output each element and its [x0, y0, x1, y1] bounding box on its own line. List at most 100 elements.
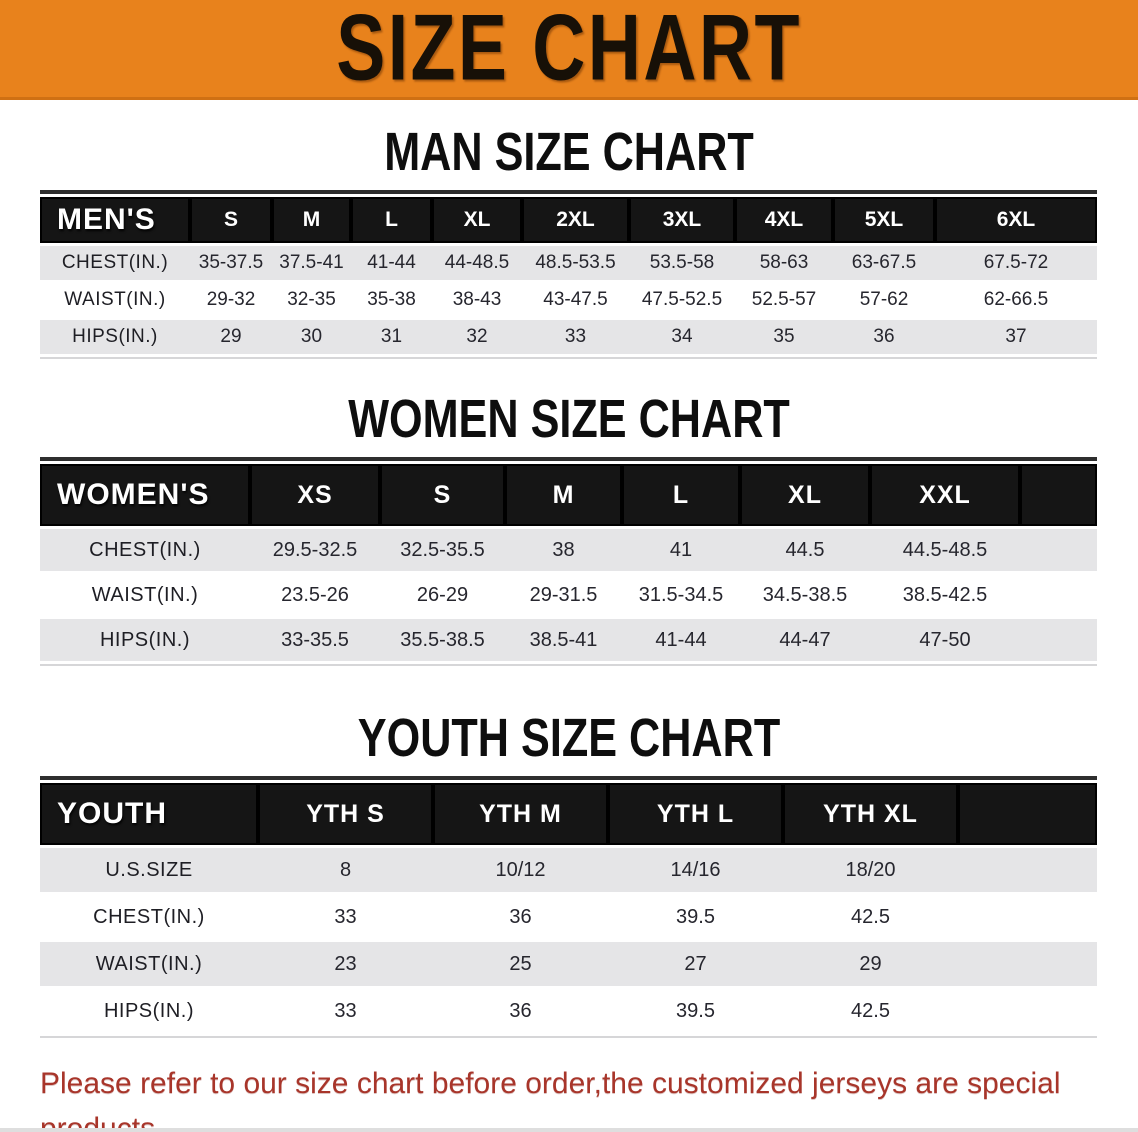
womens-size-table: WOMEN'S XS S M L XL XXL CHEST(IN.) 29.5-32.5 32.… — [40, 457, 1097, 666]
row-label: WAIST(IN.) — [40, 942, 258, 986]
row-label: HIPS(IN.) — [40, 989, 258, 1033]
size-column-header: 2XL — [522, 197, 629, 243]
size-column-header: YTH XL — [783, 783, 958, 845]
size-row: CHEST(IN.) 33 36 39.5 42.5 — [40, 895, 1097, 939]
size-value: 58-63 — [735, 246, 833, 280]
spacer-cell — [1020, 619, 1097, 661]
size-value: 29 — [190, 320, 272, 354]
women-section-heading: WOMEN SIZE CHART — [348, 389, 790, 449]
size-value: 44-47 — [740, 619, 870, 661]
size-value: 29-32 — [190, 283, 272, 317]
size-value: 35-37.5 — [190, 246, 272, 280]
size-value: 29.5-32.5 — [250, 529, 380, 571]
size-value: 47.5-52.5 — [629, 283, 735, 317]
size-value: 38-43 — [432, 283, 522, 317]
size-value: 31.5-34.5 — [622, 574, 740, 616]
size-column-header: XL — [740, 464, 870, 526]
size-value: 34 — [629, 320, 735, 354]
size-value: 14/16 — [608, 848, 783, 892]
size-value: 34.5-38.5 — [740, 574, 870, 616]
disclaimer-line-1: Please refer to our size chart before or… — [40, 1067, 1061, 1132]
size-value: 35 — [735, 320, 833, 354]
size-value: 10/12 — [433, 848, 608, 892]
size-value: 52.5-57 — [735, 283, 833, 317]
size-value: 41-44 — [351, 246, 432, 280]
spacer-cell — [958, 848, 1097, 892]
size-column-header: S — [380, 464, 505, 526]
size-column-header: XS — [250, 464, 380, 526]
size-value: 47-50 — [870, 619, 1020, 661]
size-value: 29-31.5 — [505, 574, 622, 616]
size-value: 42.5 — [783, 989, 958, 1033]
youth-size-table: YOUTH YTH S YTH M YTH L YTH XL U.S.SIZE 8 10/1… — [40, 776, 1097, 1038]
youth-table-header-row: YOUTH YTH S YTH M YTH L YTH XL — [40, 783, 1097, 845]
size-column-header: YTH M — [433, 783, 608, 845]
spacer-cell — [958, 783, 1097, 845]
size-value: 25 — [433, 942, 608, 986]
youth-section-heading-row: YOUTH SIZE CHART — [0, 666, 1138, 765]
spacer-cell — [958, 942, 1097, 986]
size-value: 38 — [505, 529, 622, 571]
size-chart-banner: SIZE CHART — [0, 0, 1138, 100]
size-value: 32.5-35.5 — [380, 529, 505, 571]
size-row: WAIST(IN.) 23.5-26 26-29 29-31.5 31.5-34.5 34… — [40, 574, 1097, 616]
mens-table-header-row: MEN'S S M L XL 2XL 3XL 4XL 5XL 6XL — [40, 197, 1097, 243]
men-section-heading-row: MAN SIZE CHART — [0, 100, 1138, 179]
size-column-header: XL — [432, 197, 522, 243]
size-value: 42.5 — [783, 895, 958, 939]
row-label: HIPS(IN.) — [40, 619, 250, 661]
banner-title: SIZE CHART — [336, 0, 802, 101]
size-value: 48.5-53.5 — [522, 246, 629, 280]
size-value: 8 — [258, 848, 433, 892]
size-column-header: YTH L — [608, 783, 783, 845]
bottom-edge-line — [0, 1128, 1138, 1132]
row-label: CHEST(IN.) — [40, 246, 190, 280]
size-value: 43-47.5 — [522, 283, 629, 317]
size-value: 36 — [433, 989, 608, 1033]
size-value: 44.5-48.5 — [870, 529, 1020, 571]
size-value: 33-35.5 — [250, 619, 380, 661]
size-row: HIPS(IN.) 33-35.5 35.5-38.5 38.5-41 41-44 44-… — [40, 619, 1097, 661]
row-label: WAIST(IN.) — [40, 283, 190, 317]
size-value: 53.5-58 — [629, 246, 735, 280]
size-value: 63-67.5 — [833, 246, 935, 280]
size-value: 30 — [272, 320, 351, 354]
size-row: CHEST(IN.) 35-37.5 37.5-41 41-44 44-48.5 48.5… — [40, 246, 1097, 280]
size-column-header: YTH S — [258, 783, 433, 845]
spacer-cell — [1020, 574, 1097, 616]
size-value: 39.5 — [608, 989, 783, 1033]
group-label: YOUTH — [40, 783, 258, 845]
size-value: 57-62 — [833, 283, 935, 317]
size-value: 44.5 — [740, 529, 870, 571]
men-section-heading: MAN SIZE CHART — [384, 122, 754, 182]
size-value: 33 — [258, 989, 433, 1033]
row-label: CHEST(IN.) — [40, 895, 258, 939]
spacer-cell — [1020, 464, 1097, 526]
size-value: 41 — [622, 529, 740, 571]
size-row: U.S.SIZE 8 10/12 14/16 18/20 — [40, 848, 1097, 892]
size-column-header: 6XL — [935, 197, 1097, 243]
group-label: MEN'S — [40, 197, 190, 243]
size-value: 44-48.5 — [432, 246, 522, 280]
row-label: CHEST(IN.) — [40, 529, 250, 571]
size-row: CHEST(IN.) 29.5-32.5 32.5-35.5 38 41 44.5 44.5… — [40, 529, 1097, 571]
size-row: WAIST(IN.) 29-32 32-35 35-38 38-43 43-47.5 47.… — [40, 283, 1097, 317]
size-value: 33 — [258, 895, 433, 939]
size-value: 35.5-38.5 — [380, 619, 505, 661]
size-value: 31 — [351, 320, 432, 354]
size-column-header: S — [190, 197, 272, 243]
size-value: 41-44 — [622, 619, 740, 661]
size-column-header: 4XL — [735, 197, 833, 243]
size-value: 37.5-41 — [272, 246, 351, 280]
size-row: HIPS(IN.) 29 30 31 32 33 34 35 36 37 — [40, 320, 1097, 354]
size-row: WAIST(IN.) 23 25 27 29 — [40, 942, 1097, 986]
spacer-cell — [958, 895, 1097, 939]
size-value: 18/20 — [783, 848, 958, 892]
size-value: 23.5-26 — [250, 574, 380, 616]
size-value: 26-29 — [380, 574, 505, 616]
row-label: U.S.SIZE — [40, 848, 258, 892]
size-column-header: 5XL — [833, 197, 935, 243]
spacer-cell — [958, 989, 1097, 1033]
size-value: 67.5-72 — [935, 246, 1097, 280]
size-row: HIPS(IN.) 33 36 39.5 42.5 — [40, 989, 1097, 1033]
